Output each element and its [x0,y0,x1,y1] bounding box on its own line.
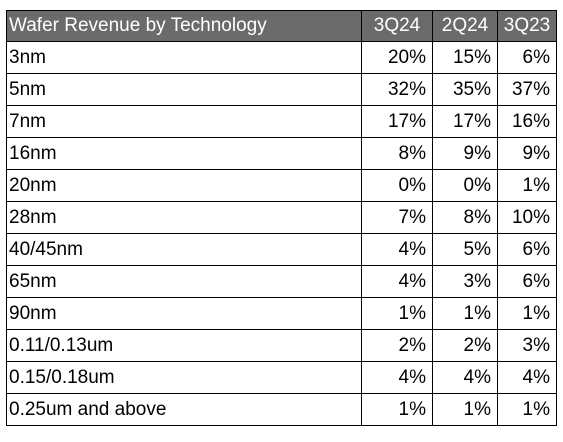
technology-label: 3nm [6,41,362,74]
value-cell: 1% [497,169,557,202]
wafer-revenue-table: Wafer Revenue by Technology 3Q24 2Q24 3Q… [6,10,557,426]
table-row: 0.15/0.18um 4% 4% 4% [6,361,557,394]
table-row: 40/45nm 4% 5% 6% [6,233,557,266]
technology-label: 0.11/0.13um [6,329,362,362]
table-row: 20nm 0% 0% 1% [6,169,557,202]
header-row: Wafer Revenue by Technology 3Q24 2Q24 3Q… [6,10,557,42]
value-cell: 9% [432,137,498,170]
value-cell: 7% [361,201,433,234]
value-cell: 4% [361,233,433,266]
value-cell: 0% [432,169,498,202]
value-cell: 1% [497,297,557,330]
value-cell: 35% [432,73,498,106]
table-row: 16nm 8% 9% 9% [6,137,557,170]
value-cell: 4% [361,361,433,394]
value-cell: 3% [432,265,498,298]
value-cell: 15% [432,41,498,74]
value-cell: 6% [497,233,557,266]
value-cell: 8% [361,137,433,170]
value-cell: 5% [432,233,498,266]
table-row: 0.25um and above 1% 1% 1% [6,393,557,426]
value-cell: 2% [361,329,433,362]
technology-label: 0.15/0.18um [6,361,362,394]
table-title: Wafer Revenue by Technology [6,10,362,42]
column-header-2q24: 2Q24 [432,10,498,42]
value-cell: 17% [432,105,498,138]
technology-label: 40/45nm [6,233,362,266]
value-cell: 4% [361,265,433,298]
table-row: 7nm 17% 17% 16% [6,105,557,138]
value-cell: 3% [497,329,557,362]
value-cell: 1% [432,393,498,426]
technology-label: 0.25um and above [6,393,362,426]
technology-label: 65nm [6,265,362,298]
technology-label: 20nm [6,169,362,202]
value-cell: 32% [361,73,433,106]
value-cell: 16% [497,105,557,138]
value-cell: 4% [497,361,557,394]
technology-label: 7nm [6,105,362,138]
value-cell: 6% [497,41,557,74]
technology-label: 16nm [6,137,362,170]
technology-label: 5nm [6,73,362,106]
table-row: 90nm 1% 1% 1% [6,297,557,330]
value-cell: 4% [432,361,498,394]
value-cell: 1% [361,297,433,330]
technology-label: 90nm [6,297,362,330]
table-row: 28nm 7% 8% 10% [6,201,557,234]
value-cell: 1% [432,297,498,330]
value-cell: 20% [361,41,433,74]
value-cell: 17% [361,105,433,138]
value-cell: 6% [497,265,557,298]
value-cell: 0% [361,169,433,202]
value-cell: 2% [432,329,498,362]
table-row: 65nm 4% 3% 6% [6,265,557,298]
column-header-3q23: 3Q23 [497,10,557,42]
table-row: 0.11/0.13um 2% 2% 3% [6,329,557,362]
table-row: 3nm 20% 15% 6% [6,41,557,74]
table-row: 5nm 32% 35% 37% [6,73,557,106]
revenue-table-container: Wafer Revenue by Technology 3Q24 2Q24 3Q… [6,10,557,426]
technology-label: 28nm [6,201,362,234]
value-cell: 9% [497,137,557,170]
value-cell: 10% [497,201,557,234]
value-cell: 1% [361,393,433,426]
value-cell: 37% [497,73,557,106]
column-header-3q24: 3Q24 [361,10,433,42]
value-cell: 8% [432,201,498,234]
value-cell: 1% [497,393,557,426]
table-body: 3nm 20% 15% 6% 5nm 32% 35% 37% 7nm 17% 17% 16% 16nm 8… [6,41,557,426]
